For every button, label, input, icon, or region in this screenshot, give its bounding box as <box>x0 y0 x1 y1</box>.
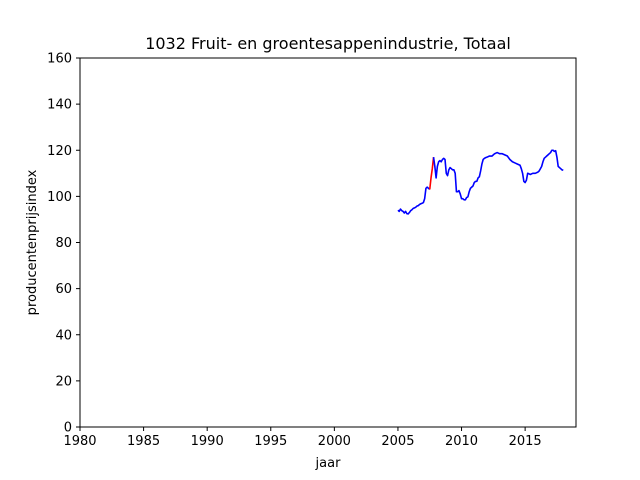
y-tick-label: 40 <box>55 328 72 343</box>
y-tick-label: 20 <box>55 374 72 389</box>
y-tick-label: 160 <box>47 52 72 67</box>
y-tick-label: 80 <box>55 236 72 251</box>
series-line-1 <box>397 186 431 215</box>
x-tick-label: 1995 <box>254 434 287 449</box>
y-tick-label: 100 <box>47 190 72 205</box>
y-axis: 0 20 40 60 80 100 120 140 160 <box>47 52 80 436</box>
y-tick-label: 60 <box>55 282 72 297</box>
chart-title: 1032 Fruit- en groentesappenindustrie, T… <box>145 34 511 53</box>
x-tick-label: 1990 <box>191 434 224 449</box>
x-tick-label: 2010 <box>445 434 478 449</box>
x-axis-label: jaar <box>315 456 342 471</box>
x-tick-label: 2000 <box>318 434 351 449</box>
series-line-2 <box>428 157 435 190</box>
y-tick-label: 140 <box>47 98 72 113</box>
y-tick-label: 120 <box>47 144 72 159</box>
x-tick-label: 1985 <box>127 434 160 449</box>
x-tick-label: 1980 <box>63 434 96 449</box>
plot-frame <box>79 57 577 428</box>
x-axis: 1980 1985 1990 1995 2000 2005 2010 2015 <box>63 427 542 449</box>
series-line-3 <box>432 149 564 201</box>
y-axis-label: producentenprijsindex <box>25 169 40 315</box>
y-tick-label: 0 <box>64 421 72 436</box>
series-layer <box>397 149 564 215</box>
x-tick-label: 2005 <box>381 434 414 449</box>
x-tick-label: 2015 <box>509 434 542 449</box>
